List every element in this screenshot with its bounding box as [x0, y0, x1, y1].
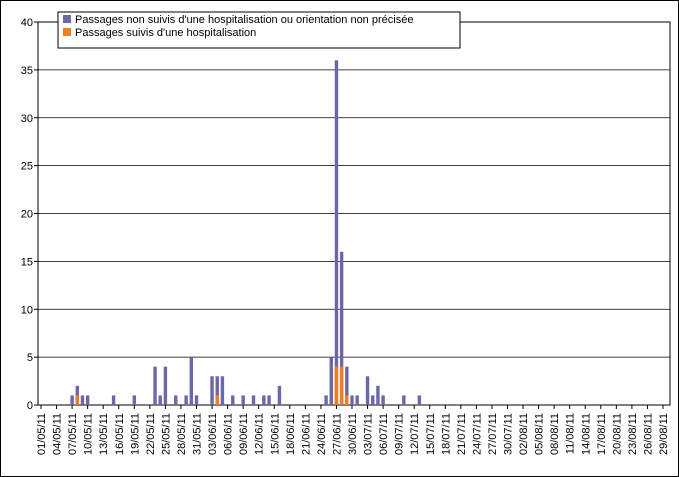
- x-tick-label: 24/07/11: [471, 413, 483, 455]
- bar: [70, 395, 74, 405]
- bar: [277, 385, 282, 405]
- bar: [334, 60, 339, 406]
- bar: [324, 395, 328, 405]
- bar: [334, 366, 339, 405]
- bar: [132, 395, 136, 405]
- x-tick-label: 18/07/11: [440, 413, 452, 455]
- bar: [402, 395, 406, 405]
- y-tick-label: 20: [21, 209, 33, 221]
- x-tick-label: 09/06/11: [238, 413, 250, 455]
- x-tick-label: 21/07/11: [456, 413, 468, 455]
- bar: [153, 366, 157, 405]
- y-tick-label: 25: [21, 161, 33, 173]
- bar: [184, 395, 188, 405]
- y-tick-label: 15: [21, 256, 33, 268]
- x-tick-label: 25/05/11: [160, 413, 172, 455]
- legend-box: [57, 11, 461, 49]
- bar: [210, 376, 214, 405]
- x-tick-label: 17/08/11: [596, 413, 608, 455]
- x-tick-label: 03/06/11: [207, 413, 219, 455]
- x-tick-label: 31/05/11: [192, 413, 204, 455]
- legend-label: Passages non suivis d'une hospitalisatio…: [75, 14, 413, 26]
- y-tick-label: 0: [27, 400, 33, 412]
- x-tick-label: 15/07/11: [425, 413, 437, 455]
- bar: [339, 251, 344, 405]
- bar: [262, 395, 266, 405]
- bar: [381, 395, 385, 405]
- x-tick-label: 14/08/11: [580, 413, 592, 455]
- y-tick-label: 5: [27, 352, 33, 364]
- bar: [417, 395, 422, 405]
- x-tick-label: 12/06/11: [254, 413, 266, 455]
- x-tick-label: 26/08/11: [642, 413, 654, 455]
- bar: [251, 395, 256, 405]
- x-tick-label: 10/05/11: [83, 413, 95, 455]
- bar: [329, 357, 333, 405]
- x-tick-label: 28/05/11: [176, 413, 188, 455]
- bar: [350, 395, 354, 405]
- x-tick-label: 18/06/11: [285, 413, 297, 455]
- bar: [80, 395, 85, 405]
- x-tick-label: 13/05/11: [98, 413, 110, 455]
- legend-swatch: [63, 28, 71, 36]
- bar: [267, 395, 271, 405]
- bar: [158, 395, 162, 405]
- x-tick-label: 02/08/11: [518, 413, 530, 455]
- x-tick-label: 24/06/11: [316, 413, 328, 455]
- y-tick-label: 10: [21, 304, 33, 316]
- x-tick-label: 27/07/11: [487, 413, 499, 455]
- bar: [365, 376, 370, 405]
- x-tick-label: 05/08/11: [534, 413, 546, 455]
- legend-label: Passages suivis d'une hospitalisation: [75, 27, 256, 39]
- x-tick-label: 21/06/11: [300, 413, 312, 455]
- bar: [339, 366, 344, 405]
- bar: [75, 395, 79, 405]
- bar: [355, 395, 359, 405]
- x-tick-label: 12/07/11: [409, 413, 421, 455]
- bar: [174, 395, 178, 405]
- x-tick-label: 29/08/11: [658, 413, 670, 455]
- x-tick-label: 30/06/11: [347, 413, 359, 455]
- bar: [189, 357, 194, 405]
- x-tick-label: 27/06/11: [331, 413, 343, 455]
- x-tick-label: 09/07/11: [394, 413, 406, 455]
- bar: [111, 395, 116, 405]
- x-tick-label: 22/05/11: [145, 413, 157, 455]
- x-tick-label: 08/08/11: [549, 413, 561, 455]
- x-tick-label: 06/07/11: [378, 413, 390, 455]
- bar: [376, 385, 380, 405]
- x-tick-label: 16/05/11: [114, 413, 126, 455]
- bar: [215, 395, 219, 405]
- bar: [241, 395, 245, 405]
- x-tick-label: 07/05/11: [67, 413, 79, 455]
- y-tick-label: 35: [21, 65, 33, 77]
- x-tick-label: 30/07/11: [503, 413, 515, 455]
- bar: [345, 395, 349, 405]
- x-tick-label: 04/05/11: [52, 413, 64, 455]
- legend-swatch: [63, 15, 71, 23]
- bar: [215, 376, 219, 405]
- y-tick-label: 30: [21, 113, 33, 125]
- x-tick-label: 03/07/11: [363, 413, 375, 455]
- bar: [163, 366, 168, 405]
- bar: [231, 395, 235, 405]
- y-tick-label: 40: [21, 17, 33, 29]
- x-tick-label: 01/05/11: [36, 413, 48, 455]
- x-tick-label: 06/06/11: [223, 413, 235, 455]
- bar: [85, 395, 90, 405]
- x-tick-label: 20/08/11: [611, 413, 623, 455]
- x-tick-label: 11/08/11: [565, 413, 577, 454]
- x-tick-label: 23/08/11: [627, 413, 639, 455]
- bar: [345, 366, 349, 405]
- bar: [371, 395, 375, 405]
- x-tick-label: 15/06/11: [269, 413, 281, 455]
- bar: [220, 376, 225, 405]
- x-tick-label: 19/05/11: [129, 413, 141, 455]
- bar: [194, 395, 199, 405]
